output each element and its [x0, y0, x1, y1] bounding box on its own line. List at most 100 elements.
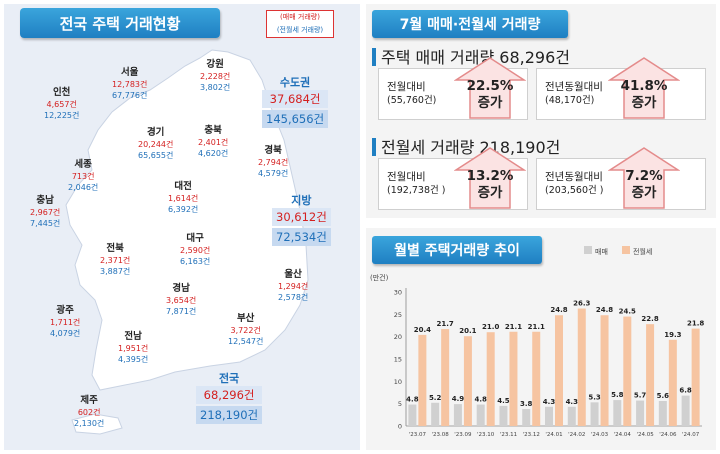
data-label-sale: 4.9: [452, 395, 465, 403]
region-busan: 부산 3,722건 12,547건: [228, 312, 263, 347]
region-rent: 2,578건: [278, 293, 309, 302]
data-label-sale: 5.7: [634, 392, 647, 400]
region-name: 광주: [56, 305, 74, 316]
nation-total: 전국 68,296건 218,190건: [196, 370, 263, 424]
legend-swatch-rent: [622, 246, 630, 254]
region-name: 울산: [284, 269, 302, 280]
bar-sale: [431, 402, 440, 426]
legend-sale: (매매 거래량): [280, 13, 320, 21]
jeju-island-shape: [71, 413, 123, 435]
x-tick-label: '23.10: [477, 432, 495, 438]
data-label-sale: 5.2: [429, 394, 442, 402]
data-label-rent: 21.7: [437, 320, 454, 328]
region-rent: 7,871건: [166, 307, 197, 316]
bar-sale: [453, 404, 462, 426]
sale-heading-bar: [372, 48, 376, 66]
data-label-rent: 21.1: [528, 323, 545, 331]
x-tick-label: '24.03: [591, 432, 609, 438]
y-axis-unit: (만건): [370, 273, 389, 282]
card-label: 전월대비 (192,738건 ): [387, 171, 446, 196]
data-label-rent: 20.4: [414, 326, 431, 334]
sale-heading: 주택 매매 거래량 68,296건: [372, 44, 570, 68]
region-gangwon: 강원 2,228건 3,802건: [200, 58, 230, 93]
region-rent: 67,776건: [112, 91, 148, 100]
region-name: 전남: [124, 331, 142, 342]
trend-title: 월별 주택거래량 추이: [372, 236, 542, 264]
bar-rent: [418, 334, 427, 426]
region-sale: 713건: [71, 172, 95, 181]
bar-sale: [681, 395, 690, 426]
up-arrow-icon: [608, 57, 680, 119]
card-label: 전년동월대비 (48,170건): [545, 81, 603, 106]
bar-rent: [623, 316, 632, 426]
region-gyeongbuk: 경북 2,794건 4,579건: [258, 144, 288, 179]
region-chungbuk: 충북 2,401건 4,620건: [198, 124, 228, 159]
region-rent: 2,046건: [68, 183, 99, 192]
y-tick-label: 10: [394, 378, 402, 386]
up-arrow-icon: [454, 147, 526, 209]
provinces-sale: 30,612건: [272, 208, 331, 226]
region-rent: 4,620건: [198, 149, 229, 158]
region-name: 세종: [74, 159, 92, 170]
region-name: 충북: [204, 125, 222, 136]
bar-sale: [545, 406, 553, 426]
region-name: 부산: [236, 313, 255, 324]
x-tick-label: '23.07: [409, 432, 427, 438]
data-label-rent: 19.3: [664, 331, 681, 339]
region-incheon: 인천 4,657건 12,225건: [44, 86, 79, 121]
region-rent: 6,392건: [168, 205, 199, 214]
region-sale: 4,657건: [46, 100, 77, 109]
region-sale: 2,401건: [198, 138, 229, 147]
provinces-rent: 72,534건: [272, 228, 331, 246]
data-label-sale: 5.6: [657, 392, 670, 400]
region-name: 인천: [52, 87, 71, 98]
data-label-rent: 24.8: [550, 306, 567, 314]
region-sale: 12,783건: [112, 80, 148, 89]
region-jeonnam: 전남 1,951건 4,395건: [118, 330, 148, 365]
capital-area-rent: 145,656건: [262, 110, 329, 128]
y-tick-label: 30: [394, 289, 402, 297]
rent-yoy-change: 7.2% 증가: [625, 168, 663, 201]
region-sale: 20,244건: [138, 140, 174, 149]
data-label-rent: 21.1: [505, 323, 522, 331]
region-gyeongnam: 경남 3,654건 7,871건: [166, 282, 196, 317]
region-name: 대전: [174, 181, 192, 192]
capital-area-total: 수도권 37,684건 145,656건: [262, 74, 329, 128]
data-label-rent: 21.0: [482, 323, 499, 331]
legend-rent: (전월세 거래량): [276, 26, 324, 34]
y-tick-label: 15: [394, 356, 402, 364]
region-rent: 4,579건: [258, 169, 289, 178]
region-rent: 4,395건: [118, 355, 149, 364]
legend-box: (매매 거래량) (전월세 거래량): [266, 10, 334, 38]
data-label-sale: 4.3: [566, 398, 579, 406]
bar-sale: [499, 405, 508, 426]
rent-heading: 전월세 거래량 218,190건: [372, 134, 560, 158]
region-rent: 3,802건: [200, 83, 231, 92]
bar-rent: [486, 332, 495, 426]
region-rent: 65,655건: [138, 151, 174, 160]
bar-rent: [509, 331, 518, 426]
sale-yoy-change: 41.8% 증가: [620, 78, 668, 111]
x-tick-label: '23.12: [523, 432, 540, 438]
page-title: 전국 주택 거래현황: [20, 8, 220, 38]
bar-sale: [522, 409, 531, 426]
data-label-sale: 4.3: [543, 398, 556, 406]
monthly-trend-chart: 매매 전월세 (만건) 0 5 10 15 20 25 30 4.8 20.4 '23.07 5.2 21.…: [370, 246, 704, 438]
region-sale: 1,711건: [50, 318, 81, 327]
region-rent: 2,130건: [74, 419, 105, 428]
region-name: 제주: [80, 395, 98, 406]
capital-area-sale: 37,684건: [262, 90, 329, 108]
up-arrow-icon: [608, 147, 680, 209]
data-label-rent: 20.1: [459, 327, 476, 335]
data-label-sale: 4.5: [497, 397, 510, 405]
region-gwangju: 광주 1,711건 4,079건: [50, 304, 80, 339]
region-name: 경북: [264, 145, 282, 156]
bar-rent: [441, 329, 450, 426]
nation-rent: 218,190건: [196, 406, 263, 424]
region-rent: 7,445건: [30, 219, 61, 228]
bar-sale: [590, 402, 599, 426]
region-rent: 6,163건: [180, 257, 211, 266]
region-jeju: 제주 602건 2,130건: [74, 394, 104, 429]
region-sale: 2,967건: [30, 208, 61, 217]
x-tick-label: '24.07: [682, 432, 700, 438]
